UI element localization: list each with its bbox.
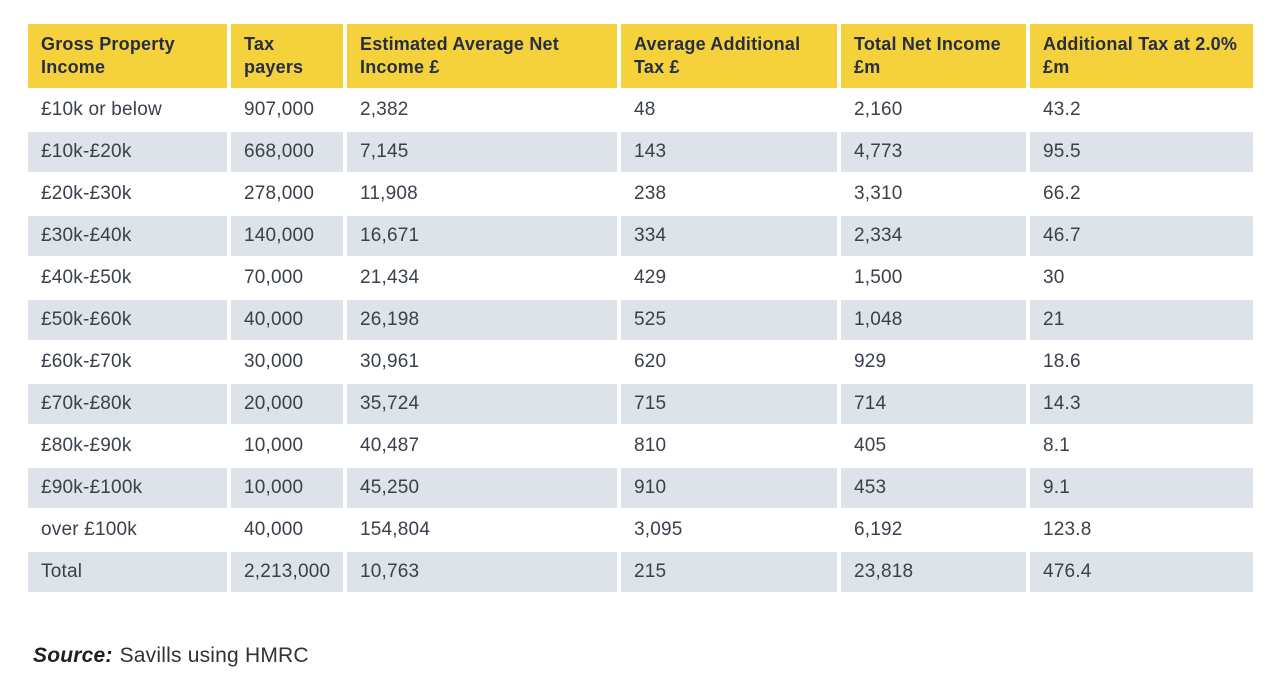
table-cell: 2,213,000 [231, 552, 347, 594]
table-cell: 6,192 [841, 510, 1030, 552]
table-cell: 3,310 [841, 174, 1030, 216]
table-cell: £10k-£20k [28, 132, 231, 174]
table-cell: 7,145 [347, 132, 621, 174]
property-income-table: Gross Property Income Tax payers Estimat… [28, 24, 1253, 594]
table-cell: 143 [621, 132, 841, 174]
table-cell: £50k-£60k [28, 300, 231, 342]
table-cell: 907,000 [231, 90, 347, 132]
table-cell: 66.2 [1030, 174, 1253, 216]
table-cell: £20k-£30k [28, 174, 231, 216]
table-cell: 26,198 [347, 300, 621, 342]
table-cell: 123.8 [1030, 510, 1253, 552]
table-cell: 453 [841, 468, 1030, 510]
column-header-estimated-average-net-income: Estimated Average Net Income £ [347, 24, 621, 90]
table-cell: 30,961 [347, 342, 621, 384]
table-cell: 714 [841, 384, 1030, 426]
table-row: £70k-£80k 20,000 35,724 715 714 14.3 [28, 384, 1253, 426]
table-cell: over £100k [28, 510, 231, 552]
table-cell: 429 [621, 258, 841, 300]
table-cell: 48 [621, 90, 841, 132]
table-cell: 70,000 [231, 258, 347, 300]
table-row: £60k-£70k 30,000 30,961 620 929 18.6 [28, 342, 1253, 384]
header-row: Gross Property Income Tax payers Estimat… [28, 24, 1253, 90]
table-cell: 525 [621, 300, 841, 342]
table-cell: 620 [621, 342, 841, 384]
table-cell: 30 [1030, 258, 1253, 300]
table-cell: £30k-£40k [28, 216, 231, 258]
table-row: £10k-£20k 668,000 7,145 143 4,773 95.5 [28, 132, 1253, 174]
table-cell: 45,250 [347, 468, 621, 510]
table-cell: £60k-£70k [28, 342, 231, 384]
table-cell: 23,818 [841, 552, 1030, 594]
table-row: £20k-£30k 278,000 11,908 238 3,310 66.2 [28, 174, 1253, 216]
property-income-table-container: Gross Property Income Tax payers Estimat… [28, 24, 1253, 594]
source-label: Source: [33, 644, 113, 667]
table-cell: 16,671 [347, 216, 621, 258]
table-cell: 4,773 [841, 132, 1030, 174]
table-row: over £100k 40,000 154,804 3,095 6,192 123.8 [28, 510, 1253, 552]
table-cell: 9.1 [1030, 468, 1253, 510]
table-cell: 1,048 [841, 300, 1030, 342]
table-cell: 1,500 [841, 258, 1030, 300]
source-note: Source: Savills using HMRC [33, 644, 309, 668]
table-cell: 668,000 [231, 132, 347, 174]
table-cell: 154,804 [347, 510, 621, 552]
table-cell: Total [28, 552, 231, 594]
source-text: Savills using HMRC [119, 644, 309, 667]
table-cell: 46.7 [1030, 216, 1253, 258]
table-cell: 14.3 [1030, 384, 1253, 426]
table-cell: £90k-£100k [28, 468, 231, 510]
table-cell: £40k-£50k [28, 258, 231, 300]
table-cell: 30,000 [231, 342, 347, 384]
table-cell: 21,434 [347, 258, 621, 300]
column-header-total-net-income: Total Net Income £m [841, 24, 1030, 90]
table-cell: 21 [1030, 300, 1253, 342]
table-row: £90k-£100k 10,000 45,250 910 453 9.1 [28, 468, 1253, 510]
table-cell: £10k or below [28, 90, 231, 132]
table-body: £10k or below 907,000 2,382 48 2,160 43.2 £10k… [28, 90, 1253, 594]
table-cell: 95.5 [1030, 132, 1253, 174]
table-row: £80k-£90k 10,000 40,487 810 405 8.1 [28, 426, 1253, 468]
table-cell: 40,487 [347, 426, 621, 468]
table-cell: 10,000 [231, 426, 347, 468]
table-cell: 140,000 [231, 216, 347, 258]
table-row: £30k-£40k 140,000 16,671 334 2,334 46.7 [28, 216, 1253, 258]
table-cell: 10,000 [231, 468, 347, 510]
table-cell: 2,334 [841, 216, 1030, 258]
table-cell: 278,000 [231, 174, 347, 216]
table-row: £40k-£50k 70,000 21,434 429 1,500 30 [28, 258, 1253, 300]
table-cell: 2,160 [841, 90, 1030, 132]
table-cell: £70k-£80k [28, 384, 231, 426]
table-cell: 910 [621, 468, 841, 510]
table-cell: 405 [841, 426, 1030, 468]
table-cell: 8.1 [1030, 426, 1253, 468]
table-cell: 10,763 [347, 552, 621, 594]
column-header-additional-tax-at-2pct: Additional Tax at 2.0% £m [1030, 24, 1253, 90]
table-cell: 20,000 [231, 384, 347, 426]
table-row: £50k-£60k 40,000 26,198 525 1,048 21 [28, 300, 1253, 342]
column-header-average-additional-tax: Average Additional Tax £ [621, 24, 841, 90]
table-cell: 40,000 [231, 300, 347, 342]
table-cell: 334 [621, 216, 841, 258]
table-cell: 43.2 [1030, 90, 1253, 132]
column-header-tax-payers: Tax payers [231, 24, 347, 90]
table-cell: 11,908 [347, 174, 621, 216]
table-cell: 40,000 [231, 510, 347, 552]
table-cell: £80k-£90k [28, 426, 231, 468]
table-cell: 3,095 [621, 510, 841, 552]
table-row: £10k or below 907,000 2,382 48 2,160 43.2 [28, 90, 1253, 132]
table-cell: 215 [621, 552, 841, 594]
column-header-gross-property-income: Gross Property Income [28, 24, 231, 90]
table-header: Gross Property Income Tax payers Estimat… [28, 24, 1253, 90]
table-row: Total 2,213,000 10,763 215 23,818 476.4 [28, 552, 1253, 594]
table-cell: 929 [841, 342, 1030, 384]
table-cell: 238 [621, 174, 841, 216]
table-cell: 18.6 [1030, 342, 1253, 384]
table-cell: 35,724 [347, 384, 621, 426]
table-cell: 476.4 [1030, 552, 1253, 594]
table-cell: 810 [621, 426, 841, 468]
table-cell: 2,382 [347, 90, 621, 132]
table-cell: 715 [621, 384, 841, 426]
